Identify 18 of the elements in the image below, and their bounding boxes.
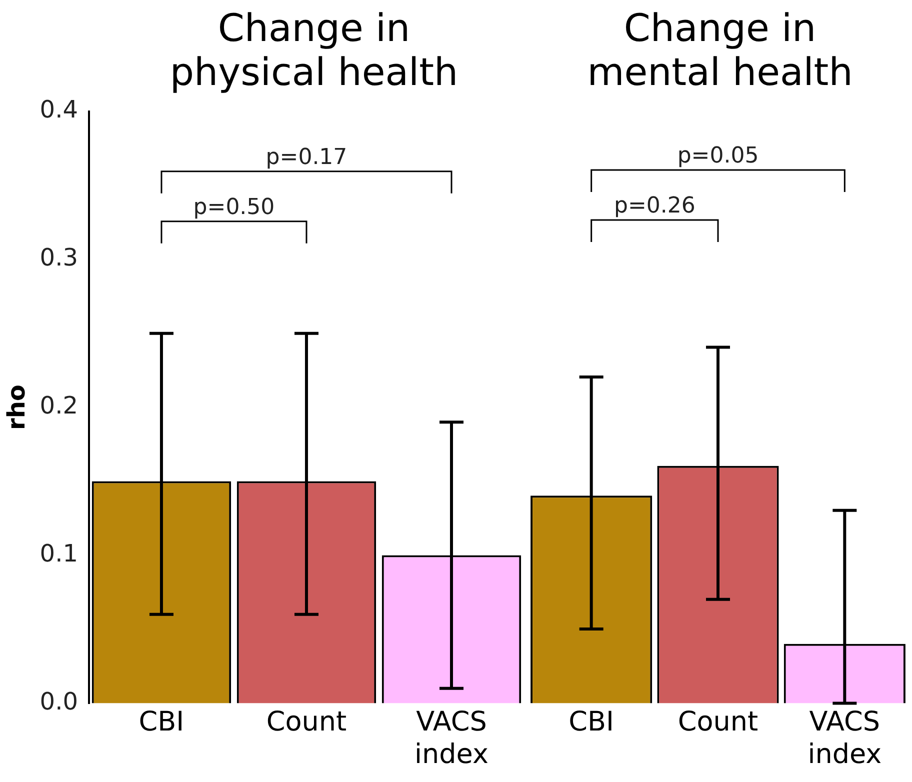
y-tick-label: 0.1 (40, 539, 78, 568)
y-tick-label: 0.2 (40, 392, 78, 420)
x-tick-label: Count (678, 706, 758, 738)
y-tick-label: 0.4 (40, 96, 78, 124)
y-tick-label: 0.3 (40, 244, 78, 272)
annotation: p=0.50 (193, 195, 275, 220)
x-tick-label: CBI (568, 706, 614, 738)
chart-title: Change in mental health (586, 6, 854, 94)
x-tick-label: VACS index (414, 706, 488, 770)
y-tick-label: 0.0 (40, 687, 78, 716)
x-tick-label: Count (266, 706, 347, 738)
annotation: p=0.17 (266, 145, 348, 170)
chart-title: Change in physical health (168, 6, 460, 94)
x-tick-label: VACS index (808, 706, 882, 770)
annotation: p=0.05 (677, 144, 759, 169)
y-axis-title: rho (2, 384, 31, 430)
x-tick-label: CBI (138, 706, 184, 738)
annotation: p=0.26 (614, 194, 696, 219)
